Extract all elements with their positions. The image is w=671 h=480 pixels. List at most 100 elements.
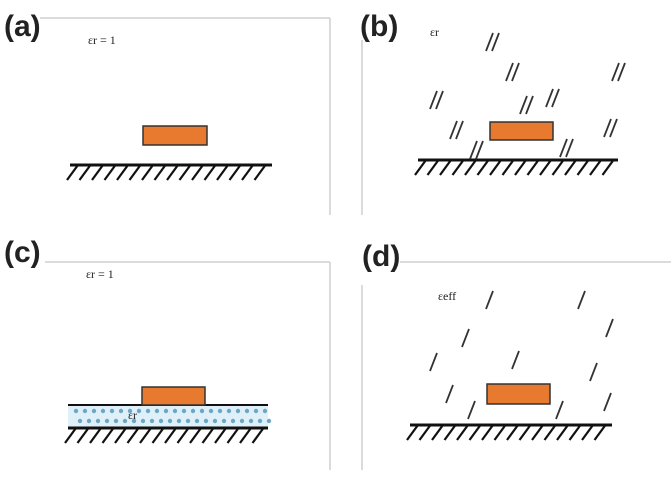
ground-hatch bbox=[465, 160, 476, 175]
substrate-dot bbox=[191, 409, 195, 413]
substrate-dot bbox=[146, 409, 150, 413]
ground-hatch bbox=[428, 160, 439, 175]
substrate-dot bbox=[83, 409, 87, 413]
dielectric-dash bbox=[486, 291, 493, 309]
dielectric-dash bbox=[560, 139, 567, 157]
ground-hatch bbox=[105, 165, 116, 180]
ground-hatch bbox=[520, 425, 531, 440]
ground-hatch bbox=[67, 165, 78, 180]
ground-hatch bbox=[205, 165, 216, 180]
ground-hatch bbox=[115, 428, 126, 443]
ground-hatch bbox=[603, 160, 614, 175]
substrate-dot bbox=[74, 409, 78, 413]
patch bbox=[487, 384, 550, 404]
ground-hatch bbox=[503, 160, 514, 175]
dielectric-dash bbox=[604, 119, 611, 137]
ground-hatch bbox=[117, 165, 128, 180]
medium-label: εr = 1 bbox=[86, 267, 114, 281]
dielectric-dash bbox=[486, 33, 493, 51]
ground-hatch bbox=[565, 160, 576, 175]
patch bbox=[142, 387, 205, 405]
medium-label: εr bbox=[430, 25, 439, 39]
dielectric-dash bbox=[512, 351, 519, 369]
dielectric-dash bbox=[430, 353, 437, 371]
substrate-dot bbox=[150, 419, 154, 423]
substrate-dot bbox=[227, 409, 231, 413]
substrate-dot bbox=[141, 419, 145, 423]
substrate-dot bbox=[231, 419, 235, 423]
ground-hatch bbox=[470, 425, 481, 440]
ground-hatch bbox=[242, 165, 253, 180]
substrate-dot bbox=[168, 419, 172, 423]
ground-hatch bbox=[217, 165, 228, 180]
patch bbox=[490, 122, 553, 140]
substrate-dot bbox=[123, 419, 127, 423]
ground-hatch bbox=[203, 428, 214, 443]
ground-hatch bbox=[215, 428, 226, 443]
dielectric-dash bbox=[450, 121, 457, 139]
substrate-dot bbox=[218, 409, 222, 413]
ground-hatch bbox=[255, 165, 266, 180]
dielectric-dash bbox=[470, 141, 477, 159]
ground-hatch bbox=[495, 425, 506, 440]
ground-hatch bbox=[570, 425, 581, 440]
ground-hatch bbox=[80, 165, 91, 180]
ground-hatch bbox=[167, 165, 178, 180]
dielectric-dash bbox=[430, 91, 437, 109]
substrate-dot bbox=[119, 409, 123, 413]
substrate-dot bbox=[87, 419, 91, 423]
substrate-dot bbox=[105, 419, 109, 423]
substrate-dot bbox=[177, 419, 181, 423]
ground-hatch bbox=[192, 165, 203, 180]
panel-label: (d) bbox=[362, 240, 400, 273]
substrate-dot bbox=[92, 409, 96, 413]
substrate-dot bbox=[173, 409, 177, 413]
dielectric-dash bbox=[618, 63, 625, 81]
substrate-dot bbox=[254, 409, 258, 413]
substrate-dot bbox=[209, 409, 213, 413]
dielectric-dash bbox=[546, 89, 553, 107]
ground-hatch bbox=[557, 425, 568, 440]
substrate-label: εr bbox=[128, 408, 137, 422]
substrate-dot bbox=[96, 419, 100, 423]
dielectric-dash bbox=[556, 401, 563, 419]
dielectric-dash bbox=[606, 319, 613, 337]
ground-hatch bbox=[440, 160, 451, 175]
ground-hatch bbox=[142, 165, 153, 180]
substrate-dot bbox=[213, 419, 217, 423]
substrate-dot bbox=[110, 409, 114, 413]
substrate-dot bbox=[78, 419, 82, 423]
dielectric-dash bbox=[526, 96, 533, 114]
ground-hatch bbox=[230, 165, 241, 180]
medium-label: εeff bbox=[438, 289, 456, 303]
dielectric-dash bbox=[566, 139, 573, 157]
panel-label: (c) bbox=[4, 236, 41, 269]
dielectric-dash bbox=[520, 96, 527, 114]
medium-label: εr = 1 bbox=[88, 33, 116, 47]
ground-hatch bbox=[103, 428, 114, 443]
ground-hatch bbox=[528, 160, 539, 175]
dielectric-dash bbox=[590, 363, 597, 381]
substrate-dot bbox=[245, 409, 249, 413]
ground-hatch bbox=[130, 165, 141, 180]
ground-hatch bbox=[190, 428, 201, 443]
ground-hatch bbox=[478, 160, 489, 175]
dielectric-dash bbox=[456, 121, 463, 139]
ground-hatch bbox=[128, 428, 139, 443]
substrate-dot bbox=[249, 419, 253, 423]
substrate-dot bbox=[186, 419, 190, 423]
ground-hatch bbox=[457, 425, 468, 440]
substrate-dot bbox=[236, 409, 240, 413]
ground-hatch bbox=[420, 425, 431, 440]
ground-hatch bbox=[453, 160, 464, 175]
ground-hatch bbox=[540, 160, 551, 175]
dielectric-dash bbox=[512, 63, 519, 81]
dielectric-dash bbox=[604, 393, 611, 411]
substrate-dot bbox=[263, 409, 267, 413]
dielectric-dash bbox=[506, 63, 513, 81]
ground-hatch bbox=[445, 425, 456, 440]
substrate-dot bbox=[164, 409, 168, 413]
ground-hatch bbox=[240, 428, 251, 443]
dielectric-dash bbox=[476, 141, 483, 159]
ground-hatch bbox=[553, 160, 564, 175]
